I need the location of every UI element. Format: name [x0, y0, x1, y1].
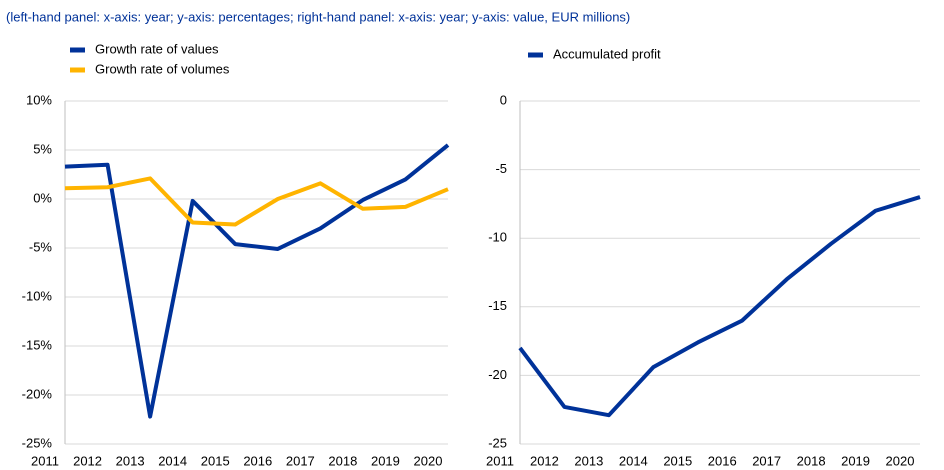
legend-label: Growth rate of volumes [95, 61, 230, 76]
line-series [64, 176, 449, 227]
y-tick-label: 0% [33, 190, 52, 205]
y-tick-label: -25 [488, 435, 507, 450]
y-tick-label: -15% [22, 337, 53, 352]
x-tick-label: 2014 [619, 453, 648, 468]
y-tick-label: -5% [29, 239, 53, 254]
x-tick-label: 2020 [886, 453, 915, 468]
y-tick-label: -20 [488, 367, 507, 382]
line-series [64, 143, 450, 419]
line-series [518, 195, 921, 418]
y-tick-label: -25% [22, 435, 53, 450]
x-tick-label: 2016 [708, 453, 737, 468]
x-tick-label: 2018 [328, 453, 357, 468]
x-tick-label: 2013 [116, 453, 145, 468]
y-tick-label: 5% [33, 141, 52, 156]
y-tick-label: -15 [488, 298, 507, 313]
x-tick-label: 2016 [243, 453, 272, 468]
x-tick-label: 2012 [73, 453, 102, 468]
caption: (left-hand panel: x-axis: year; y-axis: … [6, 9, 630, 24]
x-tick-label: 2011 [31, 453, 59, 468]
x-tick-label: 2017 [286, 453, 315, 468]
y-tick-label: -10 [488, 230, 507, 245]
y-tick-label: -5 [495, 161, 507, 176]
x-tick-label: 2018 [797, 453, 826, 468]
x-tick-label: 2015 [201, 453, 230, 468]
x-tick-label: 2019 [371, 453, 400, 468]
y-tick-label: -20% [22, 386, 53, 401]
x-tick-label: 2014 [158, 453, 187, 468]
y-tick-label: 0 [500, 92, 507, 107]
x-tick-label: 2013 [574, 453, 603, 468]
legend-label: Accumulated profit [553, 46, 661, 61]
x-tick-label: 2011 [486, 453, 514, 468]
x-tick-label: 2012 [530, 453, 559, 468]
legend-label: Growth rate of values [95, 41, 219, 56]
y-tick-label: 10% [26, 92, 52, 107]
x-tick-label: 2015 [663, 453, 692, 468]
y-tick-label: -10% [22, 288, 53, 303]
x-tick-label: 2020 [414, 453, 443, 468]
x-tick-label: 2019 [841, 453, 870, 468]
x-tick-label: 2017 [752, 453, 781, 468]
